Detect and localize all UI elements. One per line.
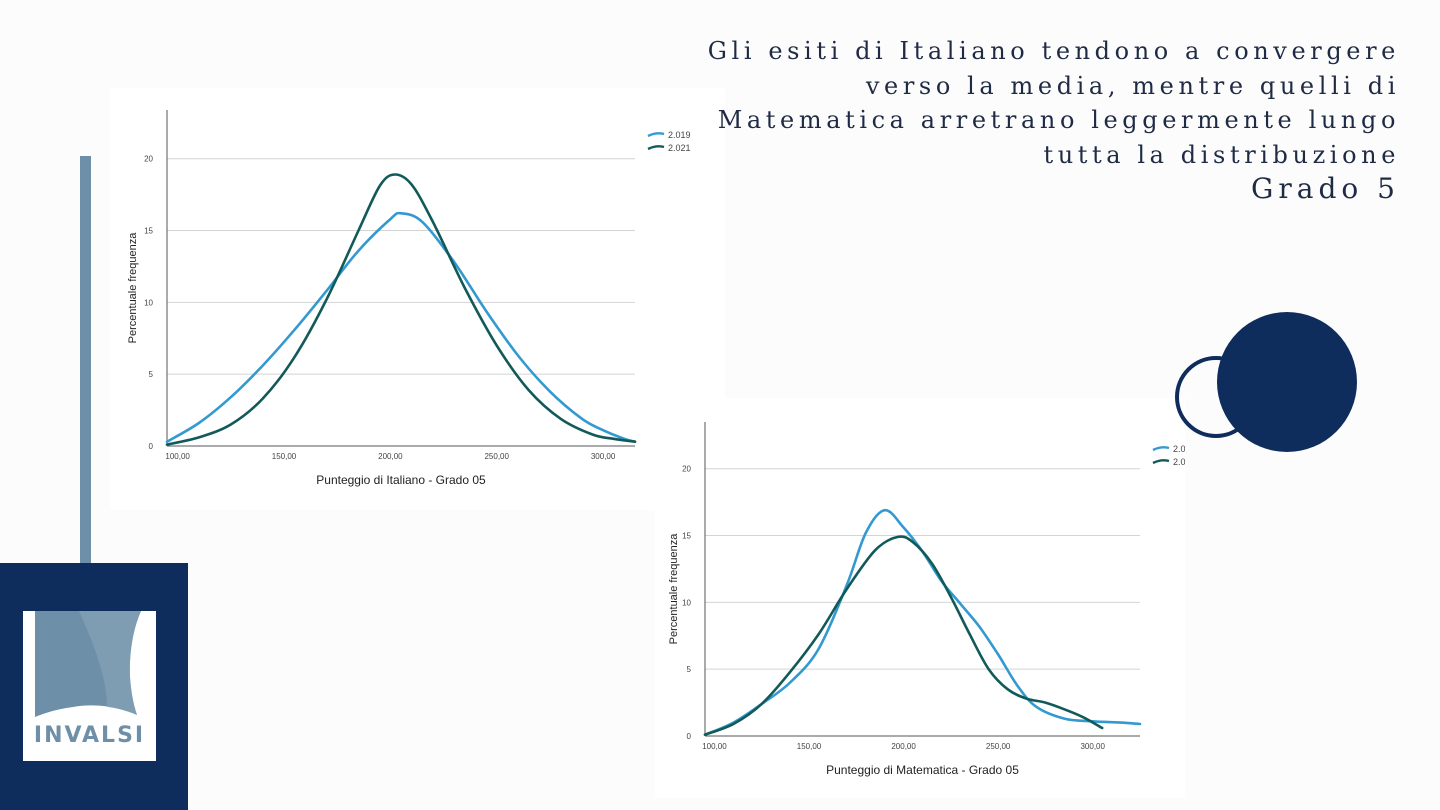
legend-label: 2.021	[1173, 457, 1185, 467]
series-line-2.021	[703, 535, 1104, 736]
y-tick-label: 15	[144, 227, 153, 236]
x-tick-label: 300,00	[591, 452, 616, 461]
title-line: Matematica arretrano leggermente lungo	[717, 106, 1400, 134]
series-line-2.021	[165, 173, 637, 446]
y-tick-label: 0	[149, 442, 154, 451]
y-tick-label: 0	[687, 732, 692, 741]
legend-swatch	[1152, 459, 1170, 465]
legend-swatch	[1152, 446, 1170, 452]
legend-swatch	[647, 145, 665, 151]
slide-title: Gli esiti di Italiano tendono a converge…	[680, 34, 1400, 172]
y-tick-label: 10	[682, 598, 691, 607]
x-tick-label: 150,00	[797, 742, 822, 751]
title-line: verso la media, mentre quelli di	[865, 71, 1400, 100]
series-line-2.019	[703, 508, 1142, 736]
x-tick-label: 250,00	[484, 452, 509, 461]
y-axis-label: Percentuale frequenza	[127, 232, 139, 344]
x-tick-label: 250,00	[986, 742, 1011, 751]
legend-label: 2.021	[668, 143, 691, 153]
chart-italiano: 0 5 10 15 20 100,00 150,00 200,00 250,00 300,00 Pu…	[110, 88, 725, 510]
x-tick-label: 100,00	[702, 742, 727, 751]
y-tick-label: 10	[144, 298, 153, 307]
y-tick-label: 15	[682, 532, 691, 541]
logo-text: INVALSI	[33, 723, 146, 748]
x-tick-label: 200,00	[891, 742, 916, 751]
legend-swatch	[647, 132, 665, 138]
chart-matematica: 0 5 10 15 20 100,00 150,00 200,00 250,00 300,00 Pu…	[655, 398, 1185, 798]
x-tick-label: 150,00	[272, 452, 297, 461]
legend-label: 2.019	[1173, 444, 1185, 454]
title-line: tutta la distribuzione	[1043, 140, 1400, 169]
x-axis-label: Punteggio di Matematica - Grado 05	[826, 763, 1019, 777]
y-tick-label: 20	[144, 155, 153, 164]
y-tick-label: 5	[687, 665, 692, 674]
x-axis-label: Punteggio di Italiano - Grado 05	[316, 473, 486, 487]
y-tick-label: 20	[682, 465, 691, 474]
x-tick-label: 300,00	[1080, 742, 1105, 751]
chart-svg: 0 5 10 15 20 100,00 150,00 200,00 250,00 300,00 Pu…	[127, 110, 691, 487]
chart-svg: 0 5 10 15 20 100,00 150,00 200,00 250,00 300,00 Pu…	[668, 422, 1185, 777]
y-axis-label: Percentuale frequenza	[668, 533, 680, 645]
x-tick-label: 200,00	[378, 452, 403, 461]
decorative-bar	[80, 156, 91, 611]
series-line-2.019	[165, 211, 637, 443]
legend-label: 2.019	[668, 130, 691, 140]
invalsi-logo: INVALSI	[23, 611, 156, 761]
slide-subtitle: Grado 5	[1251, 172, 1400, 205]
x-tick-label: 100,00	[165, 452, 190, 461]
y-tick-label: 5	[149, 370, 154, 379]
logo-flag-shape	[35, 611, 141, 717]
decorative-circle	[1217, 312, 1357, 452]
title-line: Gli esiti di Italiano tendono a converge…	[707, 37, 1400, 65]
